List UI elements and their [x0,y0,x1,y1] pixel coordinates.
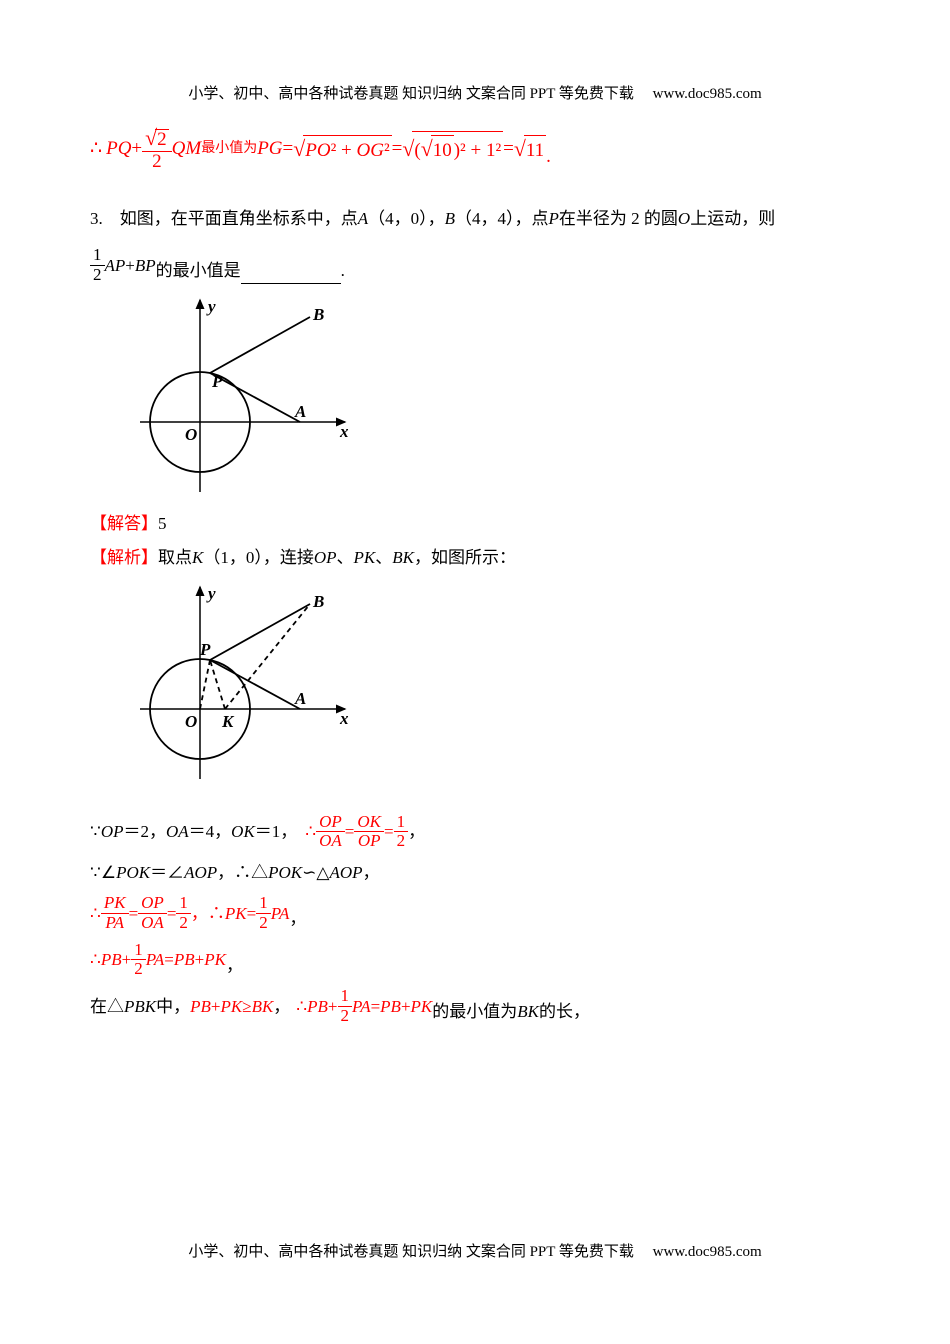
point-A: A [358,205,368,232]
work-line-1: ∵ OP ＝2， OA ＝4， OK ＝1， ∴ OPOA = OKOP = 1… [90,813,860,851]
AP-var: AP [105,252,126,279]
A-coord: （4，0）， [368,205,445,232]
work-line-4: ∴ PB + 12 PA = PB + PK ， [90,941,860,979]
svg-text:y: y [206,584,216,603]
work-line-5: 在△ PBK 中， PB + PK ≥ BK ， ∴ PB + 12 PA = … [90,987,860,1025]
point-P: P [549,205,559,232]
min-label: 最小值为 [201,138,257,160]
answer-blank [241,283,341,284]
svg-text:y: y [206,297,216,316]
seg-OP: OP [314,544,337,571]
content-area: ∴ PQ + 2 2 QM 最小值为 PG = PO² + OG² = (10)… [90,120,860,1031]
svg-text:A: A [294,402,306,421]
answer-value: 5 [158,510,167,537]
B-coord: （4，4），点 [455,205,549,232]
figure-2: y x B P O K A [130,579,860,789]
page: 小学、初中、高中各种试卷真题 知识归纳 文案合同 PPT 等免费下载 www.d… [0,0,950,1344]
problem-3: 3. 如图，在平面直角坐标系中，点 A （4，0）， B （4，4），点 P 在… [90,205,860,232]
conclusion-line: ∴ PQ + 2 2 QM 最小值为 PG = PO² + OG² = (10)… [90,126,860,173]
page-footer: 小学、初中、高中各种试卷真题 知识归纳 文案合同 PPT 等免费下载 www.d… [0,1240,950,1264]
therefore-symbol: ∴ [90,134,102,164]
svg-text:A: A [294,689,306,708]
frac-half-1: 1 2 [90,246,105,284]
circle-O: O [678,205,690,232]
plus-1: + [131,134,142,164]
period-1: . [546,142,551,172]
sqrt-11: 11 [514,132,546,167]
problem-text-3: 上运动，则 [690,205,775,232]
red-ge: PB + PK ≥ BK [190,993,273,1020]
eq-3: = [503,134,514,164]
seg-PK: PK [354,544,376,571]
problem-tail: 的最小值是 [156,257,241,284]
eq-1: = [283,134,294,164]
analysis-text-2: ，如图所示： [414,544,516,571]
work-line-3: ∴ PKPA = OPOA = 12 ，∴ PK = 12 PA ， [90,894,860,932]
svg-text:x: x [339,709,349,728]
analysis-line: 【解析】 取点 K （1，0），连接 OP 、 PK 、 BK ，如图所示： [90,544,860,571]
sqrt-1: PO² + OG² [293,132,391,167]
red-ratio-1: ∴ OPOA = OKOP = 12 [305,813,408,851]
pq-var: PQ [106,134,131,164]
figure-1: y x B P O A [130,292,860,502]
qm-var: QM [172,134,202,164]
plus-2: + [125,252,135,279]
analysis-label: 【解析】 [90,544,158,571]
figure-1-svg: y x B P O A [130,292,360,502]
page-header: 小学、初中、高中各种试卷真题 知识归纳 文案合同 PPT 等免费下载 www.d… [0,82,950,106]
svg-text:x: x [339,422,349,441]
header-text: 小学、初中、高中各种试卷真题 知识归纳 文案合同 PPT 等免费下载 www.d… [188,86,761,102]
svg-text:O: O [185,425,197,444]
problem-number: 3. [90,205,103,232]
K-coord: （1，0），连接 [203,544,314,571]
svg-text:P: P [199,640,211,659]
frac-sqrt2-2: 2 2 [142,126,172,173]
problem-text-2: 在半径为 2 的圆 [559,205,678,232]
red-final: ∴ PB + 12 PA = PB + PK [296,987,432,1025]
svg-text:B: B [312,305,324,324]
svg-text:O: O [185,712,197,731]
figure-2-svg: y x B P O K A [130,579,360,789]
footer-text: 小学、初中、高中各种试卷真题 知识归纳 文案合同 PPT 等免费下载 www.d… [188,1244,761,1260]
problem-3-line2: 1 2 AP + BP 的最小值是 . [90,246,860,284]
point-K: K [192,544,203,571]
svg-text:B: B [312,592,324,611]
period-2: . [341,257,345,284]
eq-2: = [392,134,403,164]
sqrt-2: (10)² + 1² [402,131,503,167]
BP-var: BP [135,252,156,279]
point-B: B [445,205,455,232]
analysis-text-1: 取点 [158,544,192,571]
answer-line: 【解答】 5 [90,510,860,537]
seg-BK: BK [392,544,414,571]
pg-var: PG [257,134,282,164]
problem-text-1: 如图，在平面直角坐标系中，点 [103,205,358,232]
answer-label: 【解答】 [90,510,158,537]
svg-text:P: P [211,372,223,391]
work-line-2: ∵∠ POK ＝∠ AOP ，∴△ POK ∽ △ AOP ， [90,859,860,886]
svg-text:K: K [221,712,235,731]
